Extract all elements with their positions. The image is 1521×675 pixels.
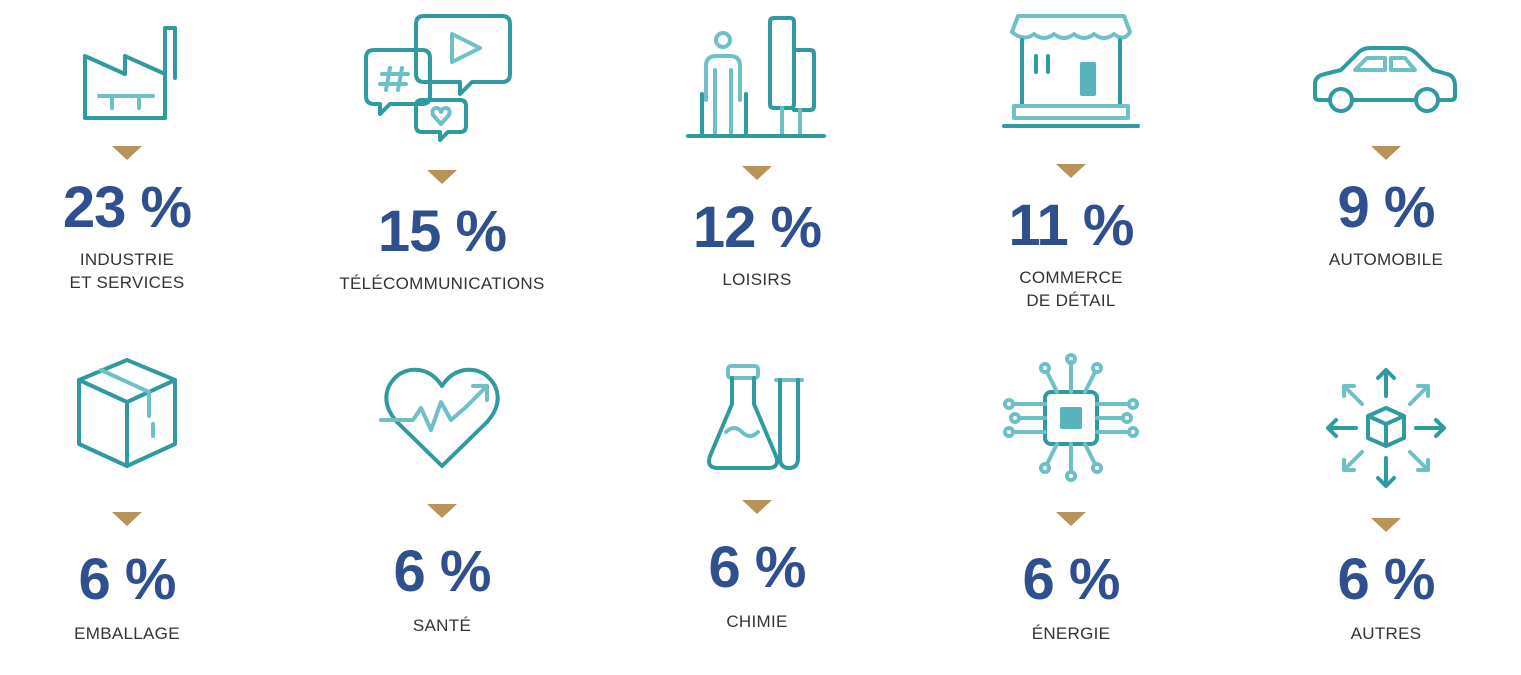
sector-percent: 12 % xyxy=(692,195,822,260)
sector-percent: 15 % xyxy=(377,199,507,264)
sector-label: ÉNERGIE xyxy=(1031,624,1111,643)
down-arrow-icon xyxy=(427,170,457,184)
down-arrow-icon xyxy=(112,512,142,526)
sector-energie: 6 % ÉNERGIE xyxy=(921,352,1221,645)
chip-icon xyxy=(1003,353,1139,482)
factory-icon xyxy=(83,26,177,120)
sector-percent: 9 % xyxy=(1337,175,1436,240)
sector-label: INDUSTRIE ET SERVICES xyxy=(69,250,185,292)
sector-percent: 11 % xyxy=(1008,193,1135,258)
heart-pulse-icon xyxy=(379,367,500,468)
sector-loisirs: 12 % LOISIRS xyxy=(607,10,907,291)
sector-label: CHIMIE xyxy=(726,612,788,631)
person-towers-icon xyxy=(686,16,826,138)
sector-label: COMMERCE DE DÉTAIL xyxy=(1019,268,1123,310)
sector-label: SANTÉ xyxy=(412,616,472,635)
sector-label: AUTRES xyxy=(1350,624,1422,643)
chat-bubbles-icon xyxy=(364,14,512,142)
down-arrow-icon xyxy=(742,500,772,514)
sector-percent: 6 % xyxy=(393,539,492,604)
sector-label: LOISIRS xyxy=(722,270,792,289)
down-arrow-icon xyxy=(1056,512,1086,526)
sector-automobile: 9 % AUTOMOBILE xyxy=(1236,40,1521,271)
sector-emballage: 6 % EMBALLAGE xyxy=(0,352,277,645)
sector-autres: 6 % AUTRES xyxy=(1236,362,1521,645)
down-arrow-icon xyxy=(1371,146,1401,160)
sector-sante: 6 % SANTÉ xyxy=(292,362,592,637)
flask-tube-icon xyxy=(707,364,804,470)
sector-commerce: 11 % COMMERCE DE DÉTAIL xyxy=(921,10,1221,312)
sector-percent: 6 % xyxy=(1022,547,1121,612)
sector-telecommunications: 15 % TÉLÉCOMMUNICATIONS xyxy=(292,8,592,295)
down-arrow-icon xyxy=(112,146,142,160)
sector-label: AUTOMOBILE xyxy=(1328,250,1444,269)
sector-label: TÉLÉCOMMUNICATIONS xyxy=(339,274,545,293)
car-icon xyxy=(1313,46,1457,113)
box-arrows-icon xyxy=(1326,368,1446,488)
sector-percent: 6 % xyxy=(78,547,177,612)
down-arrow-icon xyxy=(742,166,772,180)
storefront-icon xyxy=(1002,14,1140,128)
sector-label: EMBALLAGE xyxy=(74,624,180,643)
down-arrow-icon xyxy=(427,504,457,518)
sector-percent: 23 % xyxy=(62,175,192,240)
sector-percent: 6 % xyxy=(1337,547,1436,612)
sector-percent: 6 % xyxy=(708,535,807,600)
sector-industrie: 23 % INDUSTRIE ET SERVICES xyxy=(0,18,277,294)
down-arrow-icon xyxy=(1056,164,1086,178)
down-arrow-icon xyxy=(1371,518,1401,532)
sector-chimie: 6 % CHIMIE xyxy=(607,360,907,633)
box-icon xyxy=(77,358,177,468)
